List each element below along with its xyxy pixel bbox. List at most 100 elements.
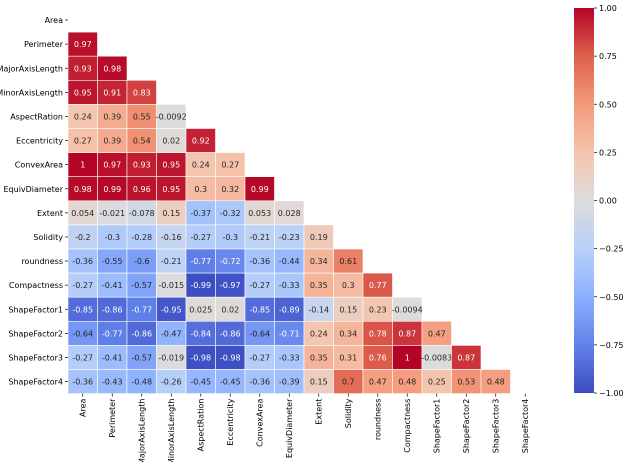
heatmap-cell [67,296,98,322]
cell-value-label: -0.0094 [392,305,423,314]
cell-value-label: 0.93 [74,64,92,73]
cell-value-label: -0.36 [249,378,270,387]
cell-value-label: 0.27 [221,161,239,170]
heatmap-cell [126,224,157,250]
heatmap-cell [97,128,128,153]
x-tick-label: ShapeFactor1 [433,399,442,454]
heatmap-cell [362,320,393,346]
y-tick-label: Eccentricity [16,137,63,146]
heatmap-cell [156,345,187,370]
heatmap-cell [244,345,275,370]
cell-value-label: 0.34 [339,329,357,338]
cell-value-label: -0.27 [249,281,270,290]
cell-value-label: -0.89 [279,305,300,314]
cell-value-label: -0.015 [158,281,184,290]
cell-value-label: -0.45 [190,378,211,387]
heatmap-cell [215,152,246,178]
heatmap-cell [156,224,187,250]
cell-value-label: -0.39 [279,378,300,387]
cell-value-label: -0.26 [161,378,182,387]
x-tick-label: ShapeFactor3 [492,399,501,454]
x-tick-label: EquivDiameter [285,398,294,458]
y-axis-tick-labels: Area Perimeter MajorAxisLength MinorAxisLen… [0,16,68,387]
cell-value-label: -0.27 [190,233,211,242]
heatmap-cell [244,296,275,322]
heatmap-cell [333,296,364,322]
heatmap-cell [480,369,511,394]
cell-value-label: -0.64 [249,329,270,338]
y-tick-label: MajorAxisLength [0,64,63,73]
heatmap-cell [215,320,246,346]
cell-value-label: 0.87 [457,353,475,362]
cell-value-label: -0.98 [220,353,241,362]
colorbar-tick-label: 0.75 [599,52,617,61]
heatmap-cell [67,224,98,250]
heatmap-cell [97,248,128,274]
cell-value-label: 0.95 [162,185,180,194]
heatmap-cell [185,320,216,346]
cell-value-label: -0.27 [72,281,93,290]
heatmap-cell [303,272,334,298]
cell-value-label: 0.15 [339,305,357,314]
y-tick-label: ShapeFactor4 [8,378,63,387]
heatmap-cell [126,80,157,105]
heatmap-cell [215,272,246,298]
heatmap-cell [333,369,364,394]
cell-value-label: -0.0083 [421,353,452,362]
cell-value-label: 0.054 [71,209,94,218]
cell-value-label: 0.99 [251,185,269,194]
heatmap-cell [392,296,423,322]
heatmap-cell [244,369,275,394]
cell-value-label: 0.25 [428,378,446,387]
cell-value-label: -0.45 [220,378,241,387]
heatmap-cell [67,272,98,298]
cell-value-label: 0.02 [162,137,180,146]
heatmap-cell [421,320,452,346]
cell-value-label: -0.41 [102,281,123,290]
cell-value-label: -0.86 [102,305,123,314]
y-tick-label: MinorAxisLength [0,88,63,97]
colorbar-tick-label: −1.00 [599,389,624,398]
cell-value-label: -0.57 [131,281,152,290]
x-tick-label: ShapeFactor2 [462,399,471,454]
colorbar-ticks: 1.00 0.75 0.50 0.25 0.00 −0.25 −0.50 −0.75 −1.00 [594,4,624,398]
x-tick-label: MajorAxisLength [138,399,147,462]
y-tick-label: ShapeFactor3 [8,353,63,362]
heatmap-cell [274,369,305,394]
cell-value-label: -0.28 [131,233,152,242]
heatmap-cell [185,369,216,394]
cell-value-label: 0.15 [162,209,180,218]
cell-value-label: -0.85 [72,305,93,314]
x-tick-label: ConvexArea [256,399,265,447]
cell-value-label: -0.32 [220,209,241,218]
cell-value-label: 0.98 [103,64,121,73]
heatmap-cell [362,296,393,322]
heatmap-cell [126,152,157,178]
heatmap-cell [156,320,187,346]
heatmap-cell [274,345,305,370]
heatmap-cell [215,176,246,202]
colorbar-tick-label: 0.25 [599,148,617,157]
cell-value-label: -0.16 [161,233,182,242]
heatmap-cell [451,345,482,370]
cell-value-label: 0.91 [103,88,121,97]
cell-value-label: -0.97 [220,281,241,290]
cell-value-label: -0.0092 [156,112,187,121]
cell-value-label: -0.48 [131,378,152,387]
x-tick-label: Perimeter [108,398,117,438]
heatmap-cell [97,369,128,394]
cell-value-label: -0.36 [72,257,93,266]
cell-value-label: 0.76 [369,353,387,362]
heatmap-cell [215,224,246,250]
colorbar-tick-label: 0.50 [599,100,617,109]
cell-value-label: 0.87 [398,329,416,338]
cell-value-label: 0.39 [103,137,121,146]
x-tick-label: Extent [315,399,324,425]
heatmap-cell [362,369,393,394]
heatmap-cell [185,248,216,274]
heatmap-cell [67,200,98,226]
cell-value-label: 0.15 [310,378,328,387]
cell-value-label: 0.53 [457,378,475,387]
heatmap-cell [244,176,275,202]
cell-value-label: -0.078 [129,209,155,218]
